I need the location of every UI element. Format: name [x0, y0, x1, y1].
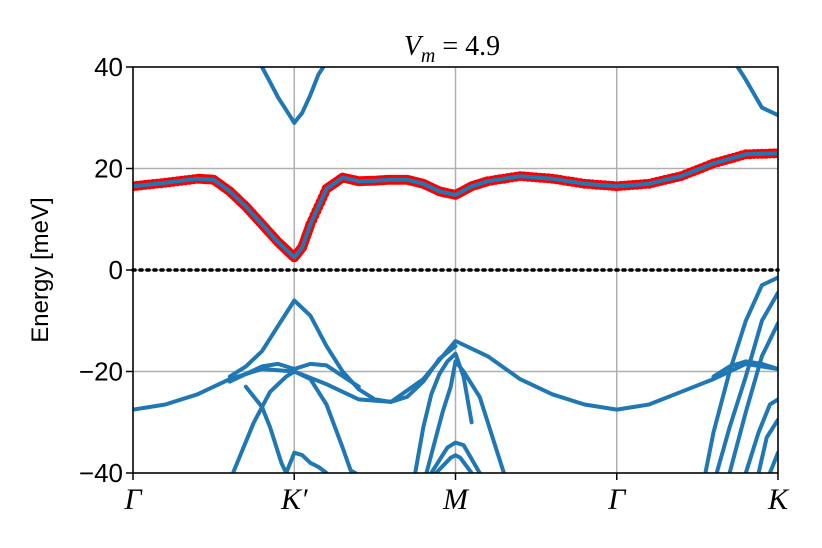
band-line-17: [260, 67, 297, 125]
band-line-5: [284, 450, 329, 473]
band-line-12: [727, 321, 778, 473]
band-line-9: [434, 453, 474, 473]
highlighted-band: [133, 148, 778, 263]
band-lines: [133, 67, 778, 473]
band-line-11: [714, 290, 778, 473]
x-tick-label-1: K′: [280, 483, 308, 516]
x-tick-label-4: K: [767, 483, 790, 516]
band-line-14: [743, 397, 778, 473]
band-line-2: [227, 361, 361, 389]
chart-title: Vm = 4.9: [404, 31, 500, 67]
band-line-8: [429, 440, 482, 473]
y-tick-label-4: 40: [94, 52, 123, 82]
highlighted-band-line: [133, 151, 778, 260]
x-tick-label-2: M: [442, 483, 470, 516]
x-ticks: Γ K′ M Γ K: [123, 473, 790, 516]
y-axis-label: Energy [meV]: [27, 197, 54, 342]
band-line-19: [735, 67, 778, 118]
band-line-10: [703, 275, 778, 473]
band-line-1: [227, 298, 458, 404]
title-main: V: [404, 31, 424, 62]
band-line-7: [424, 359, 506, 473]
band-line-15: [756, 417, 778, 473]
y-ticks: −40 −20 0 20 40: [79, 52, 133, 488]
x-tick-label-3: Γ: [607, 483, 627, 516]
y-tick-label-1: −20: [79, 357, 123, 387]
band-line-18: [292, 67, 326, 125]
y-tick-label-3: 20: [94, 154, 123, 184]
x-tick-label-0: Γ: [123, 483, 143, 516]
y-tick-label-2: 0: [109, 255, 123, 285]
y-tick-label-0: −40: [79, 458, 123, 488]
title-rest: = 4.9: [435, 31, 500, 62]
title-sub: m: [421, 45, 435, 67]
band-line-4: [243, 384, 289, 473]
band-line-13: [711, 359, 778, 379]
band-line-16: [767, 450, 778, 473]
